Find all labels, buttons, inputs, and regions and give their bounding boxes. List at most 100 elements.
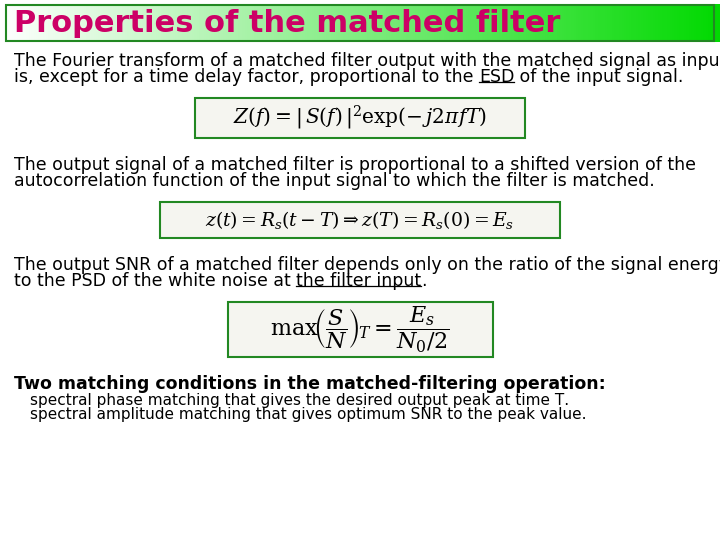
Bar (446, 4, 450, 42)
Bar (711, 4, 714, 42)
Bar (108, 4, 112, 42)
Bar (207, 4, 210, 42)
Bar (58, 4, 61, 42)
Bar (396, 4, 400, 42)
Bar (547, 4, 551, 42)
Bar (41, 4, 44, 42)
Text: $Z(f) =|\, S(f)\,|^2 \exp(-\,j2\pi fT)$: $Z(f) =|\, S(f)\,|^2 \exp(-\,j2\pi fT)$ (233, 104, 487, 132)
Bar (315, 4, 318, 42)
Bar (590, 4, 594, 42)
Bar (675, 4, 678, 42)
Bar (355, 4, 359, 42)
Bar (634, 4, 637, 42)
Bar (441, 4, 445, 42)
Text: the filter input: the filter input (296, 272, 421, 290)
Bar (626, 4, 630, 42)
Bar (369, 4, 373, 42)
Bar (127, 4, 130, 42)
Bar (410, 4, 414, 42)
Bar (562, 4, 565, 42)
Bar (516, 4, 519, 42)
Bar (331, 4, 335, 42)
Bar (480, 4, 483, 42)
Bar (336, 4, 339, 42)
Bar (137, 4, 140, 42)
Bar (175, 4, 179, 42)
Bar (499, 4, 503, 42)
Bar (254, 4, 258, 42)
Bar (518, 4, 522, 42)
Bar (372, 4, 375, 42)
Bar (425, 4, 428, 42)
Bar (312, 4, 315, 42)
Bar (192, 4, 195, 42)
Bar (223, 4, 227, 42)
Bar (538, 4, 541, 42)
Text: Properties of the matched filter: Properties of the matched filter (14, 9, 560, 37)
Bar (643, 4, 647, 42)
Bar (487, 4, 490, 42)
Bar (660, 4, 663, 42)
Bar (281, 4, 284, 42)
Bar (715, 4, 719, 42)
Text: autocorrelation function of the input signal to which the filter is matched.: autocorrelation function of the input si… (14, 172, 654, 190)
Bar (166, 4, 169, 42)
Bar (382, 4, 385, 42)
Bar (506, 4, 510, 42)
Bar (70, 4, 73, 42)
Bar (389, 4, 392, 42)
Bar (279, 4, 282, 42)
Bar (168, 4, 171, 42)
Bar (513, 4, 517, 42)
Text: $\max\!\left(\dfrac{S}{N}\right)_{\!T} = \dfrac{E_s}{N_0/2}$: $\max\!\left(\dfrac{S}{N}\right)_{\!T} =… (270, 305, 450, 355)
Bar (65, 4, 68, 42)
Bar (34, 4, 37, 42)
Text: spectral phase matching that gives the desired output peak at time Τ.: spectral phase matching that gives the d… (30, 393, 569, 408)
Bar (492, 4, 495, 42)
Bar (22, 4, 25, 42)
Bar (567, 4, 570, 42)
Bar (295, 4, 299, 42)
Bar (365, 4, 368, 42)
Bar (77, 4, 80, 42)
Bar (639, 4, 642, 42)
Bar (617, 4, 620, 42)
Bar (619, 4, 623, 42)
Bar (81, 4, 85, 42)
Bar (271, 4, 274, 42)
Bar (197, 4, 200, 42)
Bar (612, 4, 616, 42)
Bar (427, 4, 431, 42)
Bar (144, 4, 148, 42)
Bar (631, 4, 634, 42)
Bar (122, 4, 126, 42)
Bar (504, 4, 508, 42)
Bar (55, 4, 58, 42)
Bar (554, 4, 558, 42)
Bar (266, 4, 270, 42)
Bar (391, 4, 395, 42)
Text: is, except for a time delay factor, proportional to the: is, except for a time delay factor, prop… (14, 68, 479, 86)
Bar (125, 4, 128, 42)
Bar (559, 4, 562, 42)
Bar (701, 4, 704, 42)
Bar (259, 4, 263, 42)
Bar (240, 4, 243, 42)
Bar (653, 4, 656, 42)
Bar (274, 4, 277, 42)
Bar (290, 4, 294, 42)
Bar (624, 4, 627, 42)
Bar (497, 4, 500, 42)
Bar (646, 4, 649, 42)
Bar (89, 4, 92, 42)
Bar (189, 4, 193, 42)
Bar (358, 4, 361, 42)
Bar (228, 4, 231, 42)
Bar (569, 4, 572, 42)
Bar (451, 4, 454, 42)
Bar (377, 4, 380, 42)
Bar (74, 4, 78, 42)
Bar (665, 4, 668, 42)
Bar (588, 4, 591, 42)
Bar (689, 4, 692, 42)
